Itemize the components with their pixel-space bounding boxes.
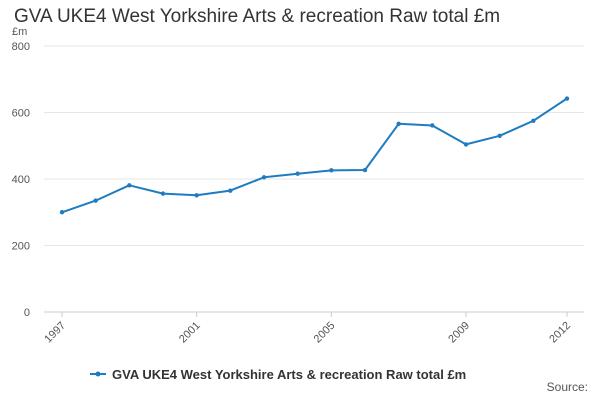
y-tick-label-800: 800 (12, 41, 30, 53)
y-tick-label-0: 0 (24, 307, 30, 319)
x-tick-label-2005: 2005 (312, 320, 338, 346)
x-tick-label-1997: 1997 (42, 320, 68, 346)
data-point-2011[interactable] (531, 118, 536, 124)
data-point-2004[interactable] (295, 171, 300, 176)
data-point-2009[interactable] (463, 142, 469, 147)
data-point-1997[interactable] (59, 210, 65, 215)
data-point-2007[interactable] (396, 121, 401, 127)
data-point-2006[interactable] (362, 167, 368, 173)
grid-lines (44, 45, 584, 313)
data-point-2010[interactable] (497, 133, 502, 138)
x-tick-label-2009: 2009 (446, 320, 472, 346)
y-tick-label-400: 400 (12, 174, 30, 186)
data-point-2002[interactable] (228, 188, 233, 193)
series-layer (59, 96, 570, 215)
y-axis-unit-label: £m (12, 26, 28, 38)
data-point-2000[interactable] (160, 191, 166, 196)
legend-swatch-marker (95, 371, 101, 377)
x-axis-ticks: 1997 2001 2005 2009 2012 (42, 312, 573, 345)
data-point-1998[interactable] (93, 198, 98, 203)
x-tick-label-2001: 2001 (177, 320, 203, 346)
data-point-2003[interactable] (261, 175, 267, 180)
data-point-2001[interactable] (194, 193, 199, 198)
series-line (61, 97, 568, 214)
legend-entry-label[interactable]: GVA UKE4 West Yorkshire Arts & recreatio… (112, 367, 466, 382)
data-point-2008[interactable] (430, 123, 435, 128)
data-point-2012[interactable] (564, 96, 570, 101)
y-tick-label-200: 200 (12, 241, 30, 253)
y-tick-label-600: 600 (12, 108, 30, 120)
y-axis-ticks: 0 200 400 600 800 (12, 41, 30, 319)
legend: GVA UKE4 West Yorkshire Arts & recreatio… (90, 367, 466, 382)
data-point-2005[interactable] (329, 168, 334, 173)
data-point-1999[interactable] (127, 183, 132, 188)
source-label: Source: (546, 380, 588, 394)
chart-title: GVA UKE4 West Yorkshire Arts & recreatio… (14, 6, 501, 27)
x-tick-label-2012: 2012 (547, 320, 573, 346)
